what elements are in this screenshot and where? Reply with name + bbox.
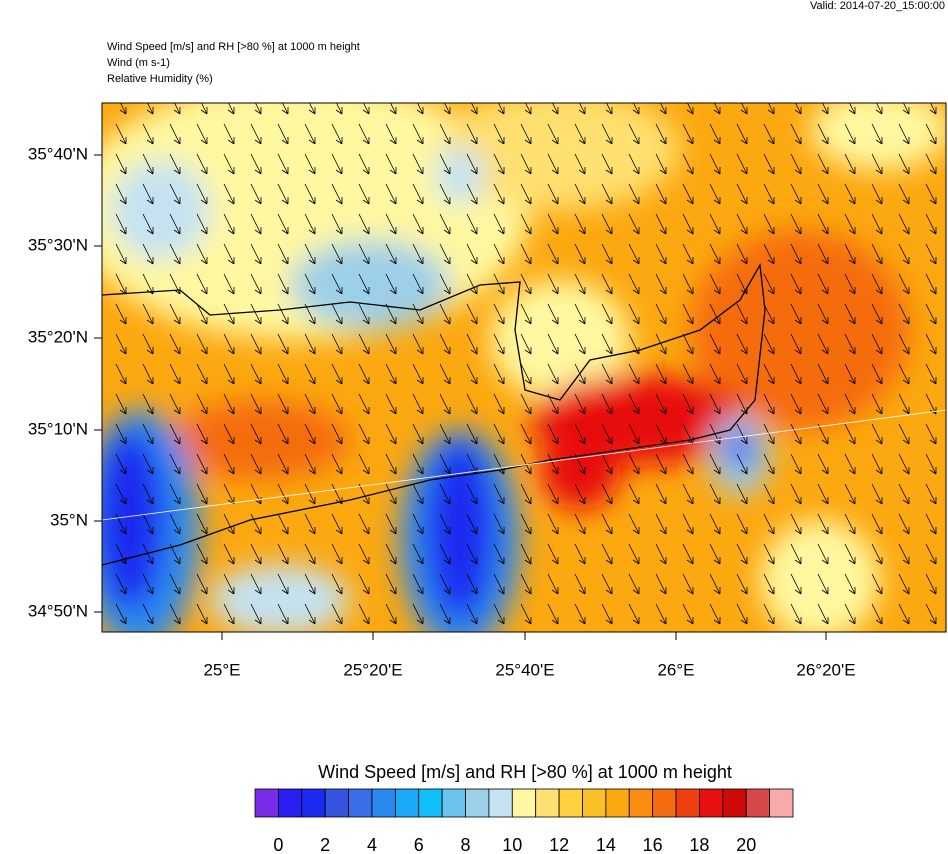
colorbar-box (254, 788, 279, 818)
colorbar-box (675, 788, 700, 818)
colorbar-box (652, 788, 677, 818)
colorbar-box (277, 788, 303, 818)
colorbar-box (324, 788, 349, 818)
colorbar-tick-label: 4 (367, 835, 377, 854)
colorbar-box (535, 788, 560, 818)
valid-time: Valid: 2014-07-20_15:00:00 (810, 0, 945, 12)
field (102, 103, 946, 632)
colorbar-box (745, 788, 771, 818)
colorbar-box (394, 788, 420, 818)
map-frame (101, 102, 947, 633)
colorbar-tick-label: 12 (549, 835, 569, 854)
colorbar-tick-label: 0 (273, 835, 283, 854)
colorbar-tick-label: 16 (643, 835, 663, 854)
colorbar-title: Wind Speed [m/s] and RH [>80 %] at 1000 … (318, 762, 732, 782)
lat-label: 35°N (50, 510, 88, 529)
header-line: Relative Humidity (%) (107, 73, 213, 85)
colorbar-tick-label: 2 (320, 835, 330, 854)
colorbar-box (605, 788, 630, 818)
colorbar-box (769, 788, 794, 818)
lat-label: 35°30'N (28, 235, 88, 254)
lat-label: 35°40'N (28, 144, 88, 163)
lon-label: 25°20'E (343, 660, 402, 679)
colorbar-box (582, 788, 607, 818)
lat-label: 35°10'N (28, 419, 88, 438)
colorbar-box (488, 788, 513, 818)
colorbar-box (722, 788, 747, 818)
colorbar-tick-label: 14 (596, 835, 616, 854)
colorbar-box (699, 788, 724, 818)
colorbar-tick-label: 6 (414, 835, 424, 854)
colorbar-box (628, 788, 654, 818)
header-line: Wind (m s-1) (107, 57, 170, 69)
colorbar-tick-label: 10 (502, 835, 522, 854)
lon-label: 26°20'E (796, 660, 855, 679)
colorbar-box (371, 788, 396, 818)
lon-label: 25°E (203, 660, 240, 679)
lat-label: 35°20'N (28, 327, 88, 346)
colorbar-tick-label: 8 (461, 835, 471, 854)
colorbar-box (465, 788, 490, 818)
lon-label: 26°E (657, 660, 694, 679)
colorbar-box (301, 788, 326, 818)
lat-label: 34°50'N (28, 601, 88, 620)
colorbar-tick-label: 18 (689, 835, 709, 854)
colorbar-box (511, 788, 537, 818)
colorbar-box (441, 788, 466, 818)
colorbar-box (558, 788, 583, 818)
colorbar-box (348, 788, 373, 818)
colorbar-tick-label: 20 (736, 835, 756, 854)
header-line: Wind Speed [m/s] and RH [>80 %] at 1000 … (107, 41, 360, 53)
colorbar-box (418, 788, 443, 818)
lon-label: 25°40'E (495, 660, 554, 679)
